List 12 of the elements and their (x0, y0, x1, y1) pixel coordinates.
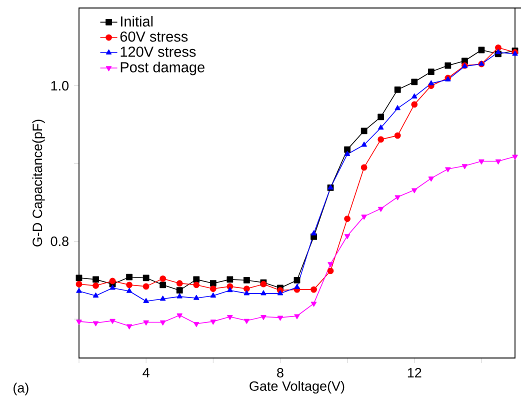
x-axis-title: Gate Voltage(V) (250, 380, 344, 394)
legend-label: Post damage (120, 62, 204, 76)
x-tick-label: 8 (277, 368, 284, 378)
legend-label: 60V stress (120, 31, 188, 42)
y-tick-label: 0.8 (50, 236, 68, 246)
x-tick-label: 12 (408, 368, 422, 378)
legend-label: 120V stress (120, 46, 196, 57)
legend-label: Initial (121, 16, 153, 27)
y-axis-title: G-D Capacitance(pF) (32, 120, 45, 246)
text: (a) (14, 382, 28, 396)
x-tick-label: 4 (142, 368, 150, 378)
y-tick-label: 1.0 (51, 81, 69, 91)
